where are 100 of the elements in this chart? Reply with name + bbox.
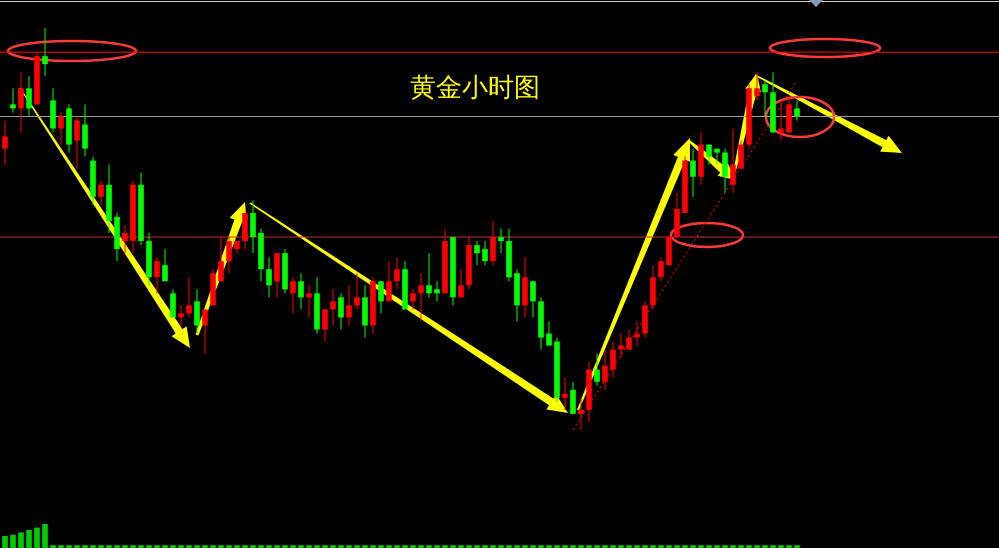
bar xyxy=(170,545,176,548)
bar xyxy=(322,545,328,548)
bar xyxy=(74,545,80,548)
candlestick xyxy=(530,280,536,318)
bar xyxy=(674,545,680,548)
candlestick xyxy=(474,240,480,266)
bar xyxy=(266,545,272,548)
bar xyxy=(530,545,536,548)
candlestick xyxy=(234,240,240,254)
candlestick xyxy=(306,284,312,318)
bar xyxy=(410,545,416,548)
bar xyxy=(690,545,696,548)
bar xyxy=(122,545,128,548)
text: 黄金小时图 xyxy=(410,72,540,102)
bar xyxy=(210,545,216,548)
candlestick xyxy=(618,333,624,358)
bar xyxy=(306,545,312,548)
bar xyxy=(58,545,64,548)
candlestick xyxy=(74,116,80,170)
candlestick xyxy=(226,236,232,274)
bar xyxy=(26,530,32,548)
candlestick xyxy=(186,276,192,318)
candlestick xyxy=(730,128,736,194)
candlestick xyxy=(338,292,344,330)
bar xyxy=(162,545,168,548)
bar xyxy=(762,545,768,548)
bar xyxy=(442,545,448,548)
candlestick xyxy=(330,288,336,326)
candlestick xyxy=(498,228,504,254)
bar xyxy=(418,545,424,548)
bar xyxy=(354,545,360,548)
candlestick xyxy=(2,120,8,166)
bar xyxy=(98,545,104,548)
candlestick xyxy=(418,272,424,322)
bar xyxy=(18,532,24,548)
bar xyxy=(506,545,512,548)
bar xyxy=(362,545,368,548)
candlestick xyxy=(394,256,400,290)
bar xyxy=(698,545,704,548)
candlestick xyxy=(610,341,616,378)
bar xyxy=(186,545,192,548)
bar xyxy=(298,545,304,548)
bar xyxy=(338,545,344,548)
bar xyxy=(602,545,608,548)
candlestick xyxy=(562,377,568,410)
bar xyxy=(594,545,600,548)
bar xyxy=(714,545,720,548)
bar xyxy=(682,545,688,548)
candlestick xyxy=(658,256,664,282)
bar xyxy=(778,545,784,548)
bar xyxy=(738,545,744,548)
bar xyxy=(626,545,632,548)
bar xyxy=(378,545,384,548)
candlestick xyxy=(690,148,696,198)
candlestick xyxy=(298,272,304,310)
candlestick xyxy=(18,72,24,134)
bar xyxy=(666,545,672,548)
candlestick xyxy=(434,280,440,302)
bar xyxy=(538,545,544,548)
bar xyxy=(218,545,224,548)
bar xyxy=(618,545,624,548)
bar xyxy=(66,545,72,548)
bar xyxy=(754,545,760,548)
bar xyxy=(794,545,800,548)
bar xyxy=(610,545,616,548)
bar xyxy=(730,545,736,548)
bar xyxy=(114,545,120,548)
candlestick xyxy=(346,284,352,326)
candlestick xyxy=(354,272,360,310)
bar xyxy=(258,545,264,548)
candlestick xyxy=(602,349,608,390)
candlestick xyxy=(178,304,184,326)
candlestick xyxy=(154,256,160,294)
bar xyxy=(570,545,576,548)
bar xyxy=(250,545,256,548)
candlestick xyxy=(458,268,464,298)
bar xyxy=(330,545,336,548)
bar xyxy=(402,545,408,548)
bar xyxy=(154,545,160,548)
candlestick xyxy=(58,112,64,146)
candlestick xyxy=(754,72,760,101)
bar xyxy=(562,545,568,548)
bar xyxy=(242,545,248,548)
candlestick xyxy=(634,320,640,346)
candlestick xyxy=(202,308,208,354)
bar xyxy=(394,545,400,548)
bar xyxy=(10,534,16,548)
bar xyxy=(82,545,88,548)
bar xyxy=(474,545,480,548)
bar xyxy=(434,545,440,548)
candlestick xyxy=(706,144,712,166)
bar xyxy=(498,545,504,548)
bar xyxy=(482,545,488,548)
bar xyxy=(346,545,352,548)
bar xyxy=(42,524,48,548)
bar xyxy=(514,545,520,548)
candlestick xyxy=(26,76,32,117)
bar xyxy=(146,545,152,548)
candlestick xyxy=(322,308,328,342)
bar xyxy=(490,545,496,548)
